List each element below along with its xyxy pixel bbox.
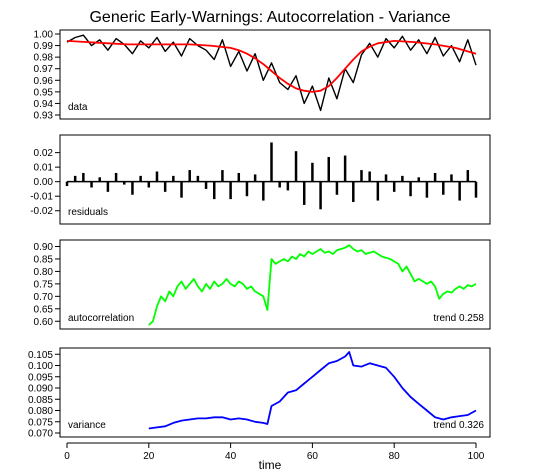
trend-label-variance: trend 0.326 xyxy=(433,420,484,431)
panel-label-data: data xyxy=(68,102,88,113)
trend-label-autocorrelation: trend 0.258 xyxy=(433,313,484,324)
series-line-indicator xyxy=(148,244,477,326)
x-tick-label: 40 xyxy=(225,451,237,462)
y-tick-label: 0.97 xyxy=(34,64,54,75)
series-line-raw xyxy=(66,34,477,112)
y-tick-label: 0.90 xyxy=(34,242,54,253)
y-tick-label: 0.80 xyxy=(34,267,54,278)
panel-variance: 0.1050.1000.0950.0900.0850.0800.0750.070… xyxy=(28,347,491,440)
autocorrelation-y-axis: 0.900.85 0.800.75 0.700.65 0.60 xyxy=(34,242,60,328)
y-tick-label: 0.080 xyxy=(28,406,53,417)
y-tick-label: 0.75 xyxy=(34,279,54,290)
y-tick-label: 1.00 xyxy=(34,30,54,41)
panel-frame xyxy=(59,347,491,438)
x-axis-label: time xyxy=(259,458,282,472)
chart-title: Generic Early-Warnings: Autocorrelation … xyxy=(89,9,450,26)
series-line-trend xyxy=(66,40,477,93)
residuals-y-axis: 0.02 0.01 0.00 -0.01 -0.02 xyxy=(30,148,60,217)
y-tick-label: 0.090 xyxy=(28,384,53,395)
y-tick-label: -0.02 xyxy=(30,206,53,217)
y-tick-label: 0.00 xyxy=(34,177,54,188)
y-tick-label: 0.60 xyxy=(34,317,54,328)
y-tick-label: -0.01 xyxy=(30,192,53,203)
y-tick-label: 0.93 xyxy=(34,111,54,122)
y-tick-label: 0.01 xyxy=(34,163,54,174)
residuals-plot-area xyxy=(65,142,478,210)
panel-label-variance: variance xyxy=(68,420,106,431)
y-tick-label: 0.98 xyxy=(34,53,54,64)
autocorrelation-plot-area xyxy=(148,244,477,326)
x-tick-label: 20 xyxy=(143,451,155,462)
panel-residuals: 0.02 0.01 0.00 -0.01 -0.02 residuals xyxy=(30,134,491,225)
panel-label-residuals: residuals xyxy=(68,207,108,218)
y-tick-label: 0.075 xyxy=(28,417,53,428)
data-plot-area xyxy=(66,34,477,112)
panel-frame xyxy=(59,239,491,330)
panel-frame xyxy=(59,29,491,120)
variance-plot-area xyxy=(148,351,477,430)
panel-autocorrelation: 0.900.85 0.800.75 0.700.65 0.60 autocorrela… xyxy=(34,239,491,330)
panel-frame xyxy=(59,134,491,225)
y-tick-label: 0.94 xyxy=(34,99,54,110)
x-tick-label: 80 xyxy=(389,451,401,462)
y-tick-label: 0.85 xyxy=(34,254,54,265)
y-tick-label: 0.085 xyxy=(28,395,53,406)
y-tick-label: 0.100 xyxy=(28,361,53,372)
x-tick-label: 100 xyxy=(468,451,485,462)
y-tick-label: 0.070 xyxy=(28,429,53,440)
y-tick-label: 0.65 xyxy=(34,304,54,315)
y-tick-label: 0.105 xyxy=(28,350,53,361)
panel-data: 1.000.990.980.970.960.950.940.93 data xyxy=(34,29,491,122)
x-axis: 0 20 40 60 80 100 xyxy=(64,442,485,462)
y-tick-label: 0.96 xyxy=(34,76,54,87)
series-line-indicator xyxy=(148,351,477,430)
y-tick-label: 0.02 xyxy=(34,148,54,159)
x-tick-label: 0 xyxy=(64,451,70,462)
y-tick-label: 0.095 xyxy=(28,372,53,383)
panel-label-autocorrelation: autocorrelation xyxy=(68,313,134,324)
data-y-axis: 1.000.990.980.970.960.950.940.93 xyxy=(34,30,60,122)
y-tick-label: 0.70 xyxy=(34,292,54,303)
y-tick-label: 0.99 xyxy=(34,41,54,52)
x-tick-label: 60 xyxy=(307,451,319,462)
y-tick-label: 0.95 xyxy=(34,87,54,98)
